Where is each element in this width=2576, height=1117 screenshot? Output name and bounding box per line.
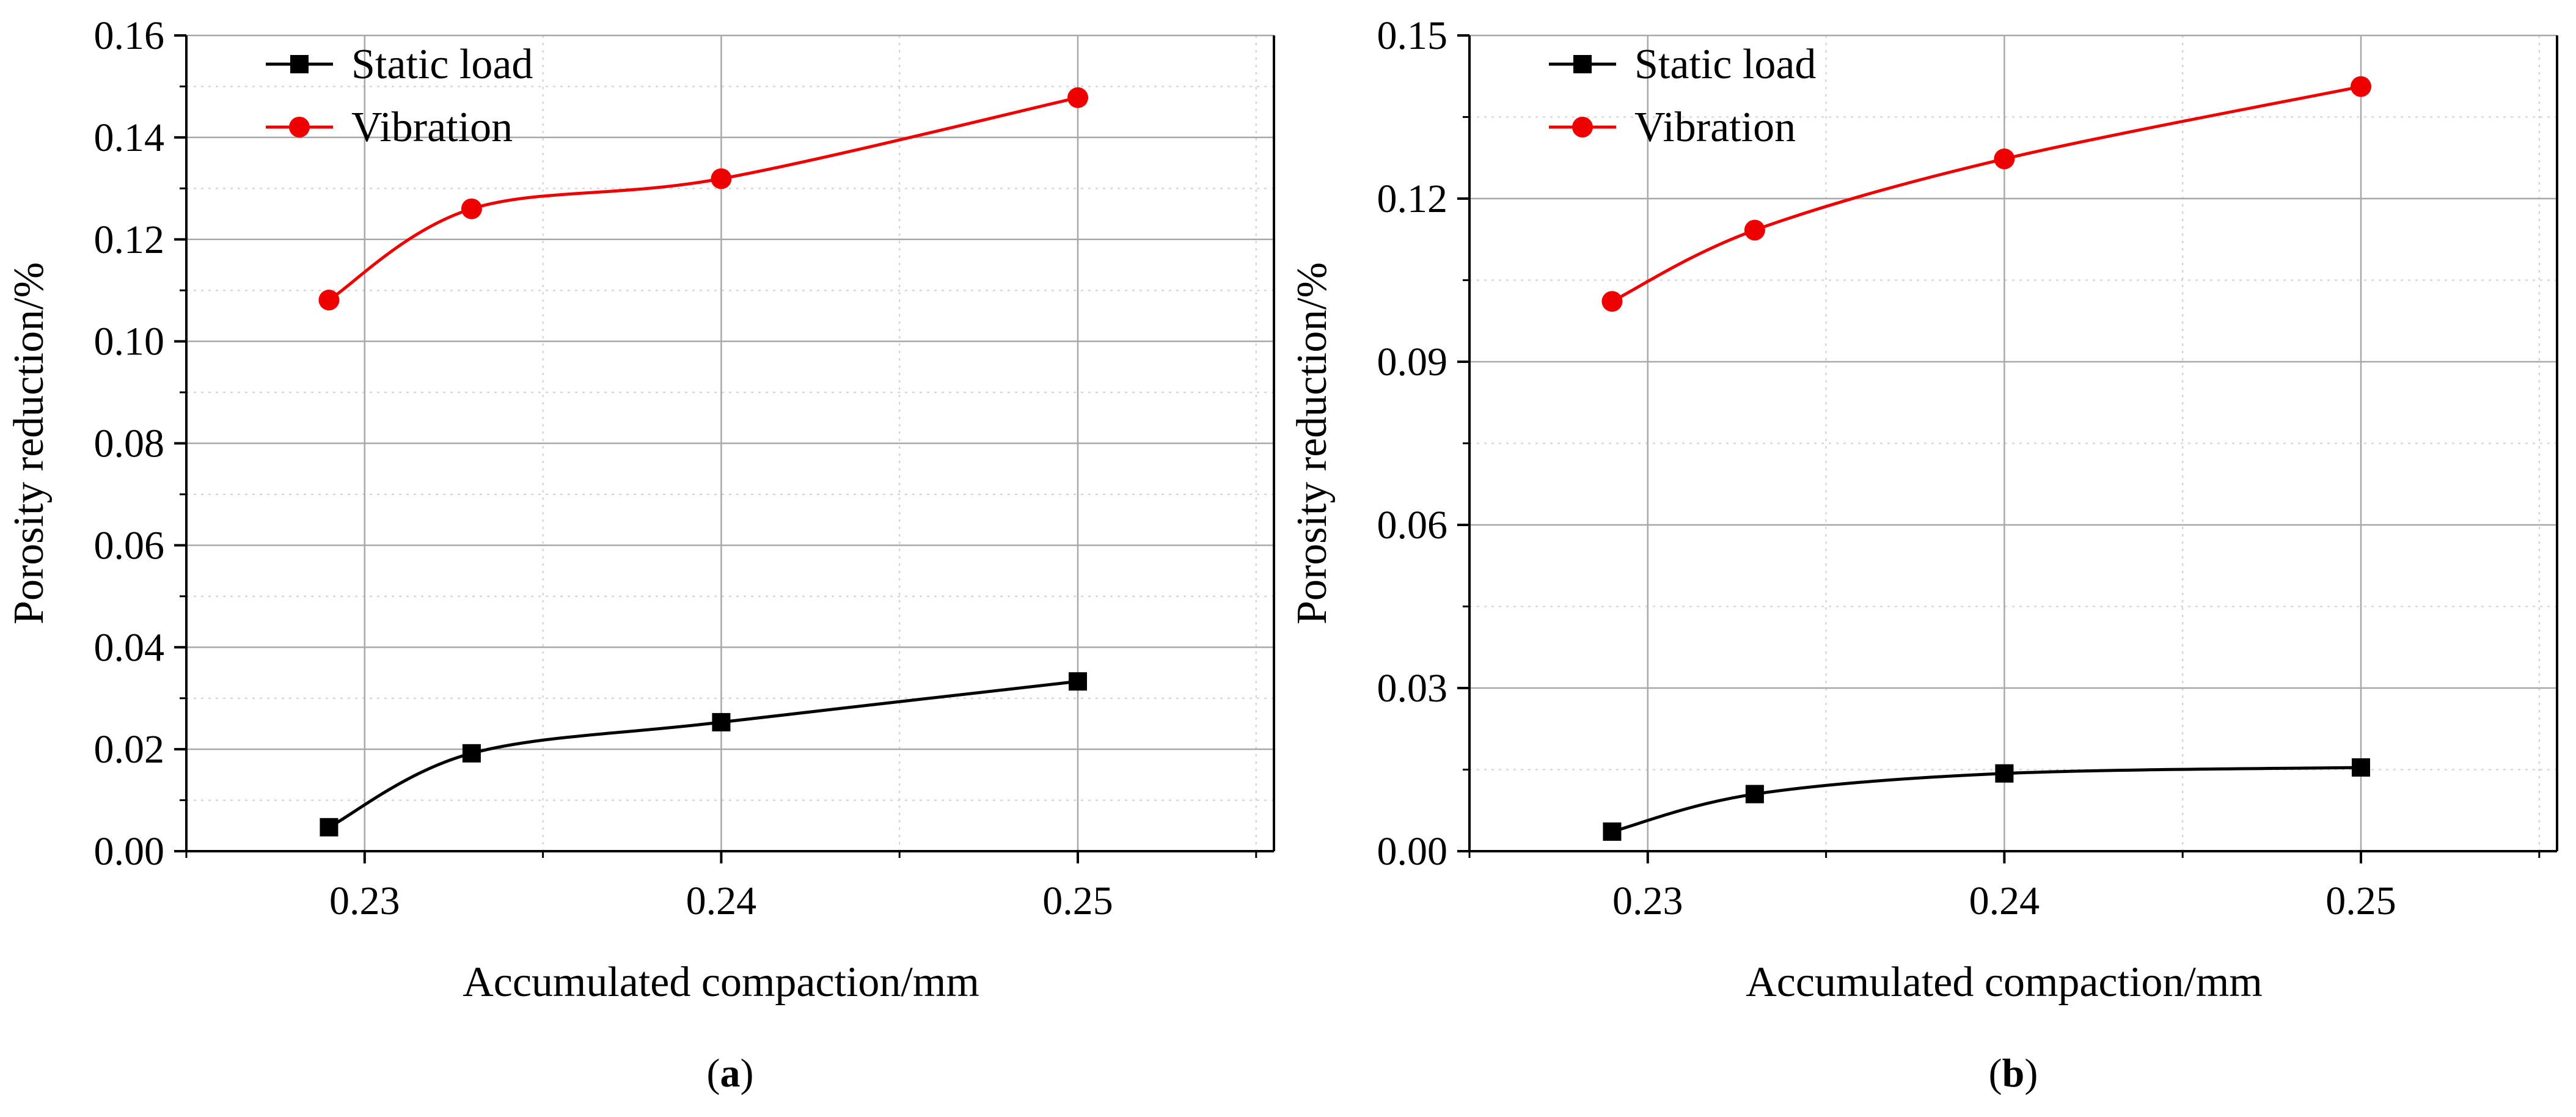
- data-point-square: [1069, 672, 1088, 691]
- series-line: [1611, 766, 2362, 833]
- data-point-square: [462, 744, 481, 763]
- y-tick-label: 0.04: [94, 625, 165, 670]
- data-point-circle: [1601, 291, 1623, 312]
- data-point-circle: [318, 290, 340, 311]
- y-tick-label: 0.12: [94, 218, 165, 262]
- data-point-circle: [1994, 148, 2015, 170]
- caption-close: ): [2024, 1051, 2038, 1096]
- legend-a: Static load Vibration: [266, 41, 533, 151]
- legend-label: Static load: [351, 41, 533, 88]
- panel-caption: (b): [1989, 1051, 2038, 1096]
- series-vibration: [1601, 76, 2372, 312]
- legend-marker-square: [1573, 55, 1592, 73]
- data-point-square: [1995, 764, 2014, 783]
- y-axis-title: Porosity reduction/%: [1289, 262, 1336, 624]
- x-tick-label: 0.23: [1612, 879, 1683, 923]
- y-tick-label: 0.02: [94, 727, 165, 772]
- series-line: [328, 679, 1078, 829]
- data-point-square: [2352, 758, 2371, 777]
- series-static-load: [320, 672, 1088, 837]
- data-point-circle: [711, 168, 732, 189]
- series-vibration: [318, 87, 1089, 311]
- data-point-circle: [2351, 76, 2372, 97]
- caption-open: (: [1989, 1051, 2002, 1096]
- y-tick-label: 0.00: [94, 829, 165, 874]
- y-tick-label: 0.10: [94, 320, 165, 364]
- data-point-square: [712, 712, 731, 731]
- x-tick-label: 0.24: [1969, 879, 2040, 923]
- y-tick-label: 0.08: [94, 422, 165, 466]
- caption-open: (: [707, 1051, 720, 1096]
- chart-panel-b: 0.00 0.03 0.06 0.09 0.12 0.15 0.23 0.24 0.25 Accu…: [1289, 13, 2558, 1096]
- x-tick-label: 0.24: [686, 879, 757, 923]
- x-axis-title: Accumulated compaction/mm: [1746, 959, 2263, 1006]
- legend-marker-circle: [1572, 117, 1593, 137]
- data-point-square: [1745, 785, 1764, 804]
- data-point-square: [1603, 822, 1622, 841]
- y-tick-label: 0.14: [94, 115, 165, 160]
- panel-caption: (a): [707, 1051, 754, 1096]
- y-tick-label: 0.15: [1377, 13, 1448, 58]
- x-tick-label: 0.25: [2325, 879, 2396, 923]
- data-point-square: [320, 818, 338, 837]
- data-point-circle: [1067, 87, 1089, 108]
- y-tick-label: 0.16: [94, 13, 165, 58]
- series-line: [1611, 85, 2362, 303]
- chart-panel-a: 0.00 0.02 0.04 0.06 0.08 0.10 0.12 0.14 0.16 0.23…: [5, 13, 1275, 1096]
- data-point-circle: [461, 198, 482, 219]
- y-tick-label: 0.12: [1377, 177, 1448, 221]
- y-tick-label: 0.06: [1377, 503, 1448, 548]
- y-tick-label: 0.03: [1377, 666, 1448, 711]
- x-tick-label: 0.25: [1042, 879, 1113, 923]
- series-line: [328, 96, 1078, 302]
- caption-letter: b: [2002, 1051, 2025, 1096]
- y-tick-label: 0.00: [1377, 829, 1448, 874]
- y-axis-title: Porosity reduction/%: [5, 262, 53, 624]
- series-static-load: [1603, 758, 2371, 841]
- x-tick-label: 0.23: [329, 879, 400, 923]
- caption-letter: a: [720, 1051, 741, 1096]
- caption-close: ): [741, 1051, 754, 1096]
- y-tick-label: 0.06: [94, 523, 165, 568]
- legend-label: Static load: [1634, 41, 1816, 88]
- data-point-circle: [1744, 219, 1765, 241]
- legend-label: Vibration: [1634, 104, 1796, 151]
- x-axis-title: Accumulated compaction/mm: [463, 959, 979, 1006]
- legend-label: Vibration: [351, 104, 513, 151]
- legend-b: Static load Vibration: [1549, 41, 1816, 151]
- legend-marker-square: [290, 55, 309, 73]
- y-tick-label: 0.09: [1377, 340, 1448, 384]
- legend-marker-circle: [289, 117, 310, 137]
